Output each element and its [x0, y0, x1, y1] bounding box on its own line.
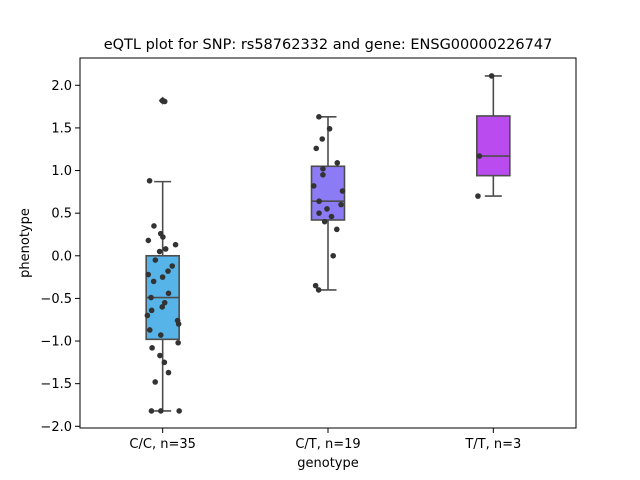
data-point [156, 248, 163, 255]
data-point [159, 274, 166, 280]
data-point [160, 234, 166, 240]
data-point [145, 271, 152, 278]
data-point [488, 73, 495, 79]
data-point [175, 339, 181, 346]
data-point [312, 282, 319, 289]
data-point [165, 268, 171, 274]
data-point [313, 145, 320, 152]
box-group-2 [475, 73, 511, 199]
y-axis: −2.0 −1.5 −1.0 −0.5 0.0 0.5 1.0 1.5 2.0 [40, 79, 80, 435]
box-group-0 [144, 96, 182, 414]
data-point [316, 198, 322, 205]
data-point [161, 98, 168, 105]
data-point [159, 304, 166, 310]
x-tick-label: T/T, n=3 [464, 437, 521, 452]
data-point [339, 188, 346, 194]
y-tick-label: 0.0 [51, 249, 72, 264]
data-point [476, 153, 483, 159]
data-point [149, 345, 155, 351]
y-tick-label: −0.5 [40, 292, 72, 307]
data-point [150, 278, 157, 285]
data-point [320, 171, 326, 178]
data-point [320, 166, 326, 172]
y-tick-label: −1.5 [40, 377, 72, 392]
data-point [326, 125, 333, 132]
data-point [146, 327, 153, 333]
data-point [145, 237, 152, 244]
data-point [158, 408, 164, 414]
data-point [162, 246, 169, 252]
data-point [330, 252, 336, 259]
data-point [316, 210, 322, 216]
box-iqr [476, 115, 511, 177]
x-axis-label: genotype [297, 456, 358, 471]
plot-area [79, 57, 577, 429]
y-tick-label: −1.0 [40, 335, 72, 350]
box-iqr [310, 165, 346, 221]
data-point [334, 160, 341, 166]
data-point [157, 332, 164, 338]
data-point [338, 201, 344, 208]
x-axis: C/C, n=35 C/T, n=19 T/T, n=3 [129, 428, 521, 452]
chart-title: eQTL plot for SNP: rs58762332 and gene: … [104, 37, 553, 53]
data-point [324, 206, 330, 212]
data-point [148, 294, 154, 301]
x-tick-label: C/C, n=35 [129, 437, 195, 452]
box-group-1 [310, 114, 346, 293]
data-point [146, 177, 153, 184]
data-point [310, 183, 317, 189]
data-point [144, 312, 151, 319]
y-tick-label: 0.5 [51, 207, 72, 222]
y-tick-label: 1.0 [51, 164, 72, 179]
data-point [176, 408, 182, 414]
data-point [169, 263, 176, 269]
data-point [152, 257, 159, 263]
data-point [315, 287, 322, 293]
data-point [151, 223, 157, 229]
data-point [172, 241, 179, 248]
data-point [165, 369, 172, 376]
y-tick-label: 1.5 [51, 121, 72, 136]
x-tick-label: C/T, n=19 [295, 437, 360, 452]
data-point [334, 226, 340, 233]
data-point [152, 379, 159, 385]
data-point [175, 321, 182, 327]
y-tick-label: 2.0 [51, 79, 72, 94]
data-point [321, 218, 328, 225]
data-point [328, 213, 335, 220]
data-point [475, 193, 481, 199]
data-point [148, 408, 155, 414]
data-point [316, 114, 322, 120]
y-axis-label: phenotype [18, 208, 33, 278]
data-point [319, 136, 326, 142]
data-point [161, 359, 168, 366]
y-tick-label: −2.0 [40, 420, 72, 435]
data-point [148, 307, 155, 314]
data-point [165, 290, 172, 297]
data-point [161, 299, 168, 306]
data-point [157, 352, 163, 359]
